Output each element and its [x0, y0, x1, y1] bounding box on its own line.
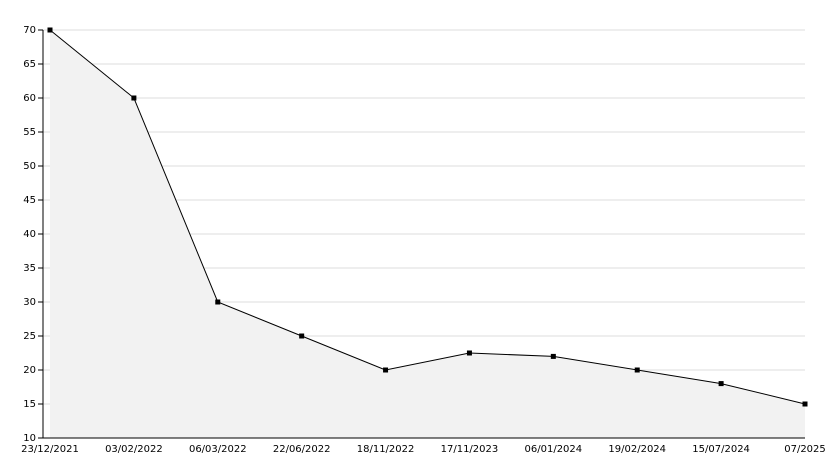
y-tick-label: 10: [23, 433, 36, 444]
y-tick-label: 55: [23, 127, 36, 138]
x-tick-label: 06/01/2024: [525, 444, 583, 455]
y-tick-label: 15: [23, 399, 36, 410]
y-tick-label: 30: [23, 297, 36, 308]
x-tick-label: 06/03/2022: [189, 444, 247, 455]
area-fill: [50, 30, 805, 438]
marker: [802, 401, 808, 407]
marker: [299, 333, 305, 339]
x-tick-label: 07/2025: [784, 444, 826, 455]
x-tick-label: 22/06/2022: [273, 444, 331, 455]
x-tick-label: 15/07/2024: [692, 444, 750, 455]
x-tick-label: 18/11/2022: [357, 444, 415, 455]
y-tick-label: 65: [23, 59, 36, 70]
marker: [47, 27, 53, 33]
y-tick-label: 45: [23, 195, 36, 206]
marker: [550, 353, 556, 359]
y-tick-label: 25: [23, 331, 36, 342]
x-tick-label: 19/02/2024: [608, 444, 666, 455]
marker: [215, 299, 221, 305]
line: [49, 29, 806, 405]
y-tick-label: 60: [23, 93, 36, 104]
marker: [466, 350, 472, 356]
y-tick-label: 50: [23, 161, 36, 172]
marker: [718, 381, 724, 387]
marker: [383, 367, 389, 373]
x-tick-label: 17/11/2023: [441, 444, 499, 455]
y-tick-label: 20: [23, 365, 36, 376]
marker: [634, 367, 640, 373]
x-tick-label: 23/12/2021: [21, 444, 79, 455]
y-tick-label: 70: [23, 25, 36, 36]
x-tick-label: 03/02/2022: [105, 444, 163, 455]
marker: [131, 95, 137, 101]
y-tick-label: 35: [23, 263, 36, 274]
y-tick-label: 40: [23, 229, 36, 240]
